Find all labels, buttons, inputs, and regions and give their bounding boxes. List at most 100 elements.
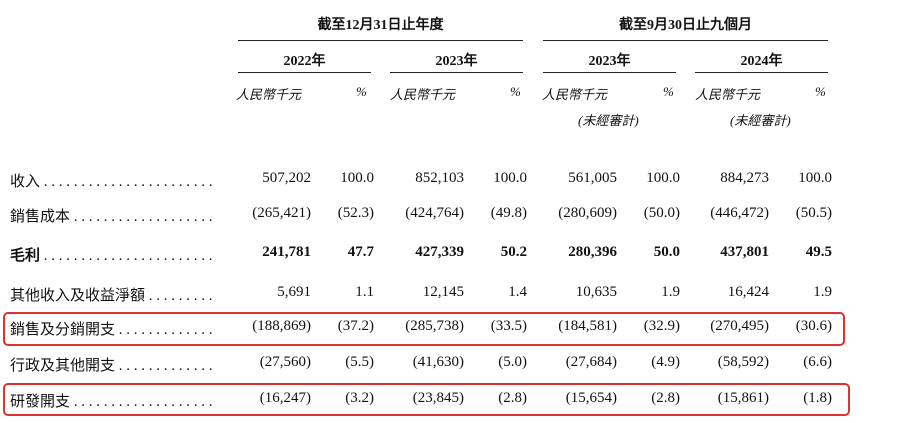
- cell-pct-2024-9m: 49.5: [805, 244, 832, 260]
- cell-pct-2023-fy: (5.0): [498, 354, 527, 370]
- year-rule-2: [390, 72, 523, 73]
- year-header-2023-fy: 2023年: [435, 54, 478, 69]
- cell-rmb-2022: (188,869): [252, 318, 311, 334]
- cell-rmb-2024-9m: (58,592): [717, 354, 769, 370]
- cell-rmb-2023-9m: (15,654): [565, 390, 617, 406]
- year-header-2024-9m: 2024年: [740, 54, 783, 69]
- cell-pct-2022: (5.5): [345, 354, 374, 370]
- row-label-text: 收入: [10, 174, 41, 190]
- cell-rmb-2023-9m: 561,005: [568, 170, 617, 186]
- cell-pct-2022: (3.2): [345, 390, 374, 406]
- row-label-text: 其他收入及收益淨額: [10, 288, 146, 304]
- cell-rmb-2023-9m: (184,581): [558, 318, 617, 334]
- cell-pct-2024-9m: 1.9: [813, 284, 832, 300]
- cell-pct-2023-fy: (33.5): [490, 318, 527, 334]
- cell-rmb-2024-9m: 437,801: [720, 244, 769, 260]
- cell-pct-2023-fy: (49.8): [490, 205, 527, 221]
- cell-pct-2024-9m: 100.0: [798, 170, 832, 186]
- leader-dots: . . . . . . . . . . . . . . . . . . . . …: [43, 174, 215, 190]
- leader-dots: . . . . . . . . . . . . . . . . . . . . …: [43, 248, 215, 264]
- cell-pct-2022: 47.7: [347, 244, 374, 260]
- cell-rmb-2024-9m: (15,861): [717, 390, 769, 406]
- cell-pct-2024-9m: (50.5): [795, 205, 832, 221]
- cell-pct-2023-9m: (32.9): [643, 318, 680, 334]
- unaudited-note-2024: (未經審計): [730, 113, 791, 128]
- cell-rmb-2023-fy: (41,630): [412, 354, 464, 370]
- row-label-text: 銷售成本: [10, 209, 71, 225]
- cell-pct-2024-9m: (30.6): [795, 318, 832, 334]
- row-label: 毛利 . . . . . . . . . . . . . . . . . . .…: [10, 244, 215, 265]
- unaudited-note-2023: (未經審計): [578, 113, 639, 128]
- cell-pct-2022: 1.1: [355, 284, 374, 300]
- cell-rmb-2024-9m: (446,472): [710, 205, 769, 221]
- cell-pct-2023-9m: (50.0): [643, 205, 680, 221]
- cell-rmb-2023-fy: (285,738): [405, 318, 464, 334]
- cell-pct-2022: (37.2): [337, 318, 374, 334]
- unit-pct-2: %: [510, 84, 521, 99]
- leader-dots: . . . . . . . . . . . . . . . . . . . . …: [73, 209, 215, 225]
- cell-rmb-2022: (27,560): [259, 354, 311, 370]
- cell-rmb-2024-9m: (270,495): [710, 318, 769, 334]
- cell-rmb-2023-fy: 12,145: [422, 284, 464, 300]
- cell-rmb-2023-fy: 852,103: [415, 170, 464, 186]
- year-rule-3: [543, 72, 676, 73]
- leader-dots: . . . . . . . . . . . . . . . . . . . . …: [73, 394, 215, 410]
- unit-rmb-2: 人民幣千元: [390, 87, 456, 102]
- cell-pct-2023-fy: (2.8): [498, 390, 527, 406]
- row-label: 收入 . . . . . . . . . . . . . . . . . . .…: [10, 170, 215, 191]
- highlight-selling-expenses: [3, 312, 845, 346]
- cell-pct-2023-9m: (4.9): [651, 354, 680, 370]
- cell-pct-2023-fy: 100.0: [493, 170, 527, 186]
- leader-dots: . . . . . . . . . . . . . . . . . . . . …: [118, 322, 215, 338]
- cell-pct-2024-9m: (1.8): [803, 390, 832, 406]
- leader-dots: . . . . . . . . . . . . . . . . . . . . …: [118, 358, 215, 374]
- unit-rmb-4: 人民幣千元: [695, 87, 761, 102]
- unit-pct-4: %: [815, 84, 826, 99]
- unit-pct-3: %: [663, 84, 674, 99]
- row-label-text: 毛利: [10, 248, 41, 264]
- group-rule-2: [543, 40, 828, 41]
- period-header-full-year: 截至12月31日止年度: [317, 18, 444, 33]
- cell-rmb-2022: (16,247): [259, 390, 311, 406]
- cell-rmb-2023-9m: 280,396: [568, 244, 617, 260]
- year-rule-1: [238, 72, 371, 73]
- unit-rmb-1: 人民幣千元: [236, 87, 302, 102]
- cell-pct-2023-fy: 1.4: [508, 284, 527, 300]
- cell-rmb-2023-fy: (23,845): [412, 390, 464, 406]
- cell-pct-2024-9m: (6.6): [803, 354, 832, 370]
- cell-pct-2023-9m: 1.9: [661, 284, 680, 300]
- leader-dots: . . . . . . . . . . . . . . . . . . . . …: [148, 288, 215, 304]
- year-header-2022: 2022年: [283, 54, 326, 69]
- year-rule-4: [695, 72, 828, 73]
- cell-rmb-2024-9m: 884,273: [720, 170, 769, 186]
- cell-rmb-2022: 5,691: [277, 284, 311, 300]
- cell-rmb-2023-9m: (280,609): [558, 205, 617, 221]
- row-label: 銷售及分銷開支 . . . . . . . . . . . . . . . . …: [10, 318, 215, 339]
- cell-pct-2023-fy: 50.2: [500, 244, 527, 260]
- period-header-nine-months: 截至9月30日止九個月: [619, 18, 752, 33]
- year-header-2023-9m: 2023年: [588, 54, 631, 69]
- unit-rmb-3: 人民幣千元: [542, 87, 608, 102]
- cell-pct-2022: 100.0: [340, 170, 374, 186]
- cell-rmb-2022: 507,202: [262, 170, 311, 186]
- highlight-rd-expenses: [3, 383, 850, 416]
- row-label: 其他收入及收益淨額 . . . . . . . . . . . . . . . …: [10, 284, 215, 305]
- cell-rmb-2023-9m: (27,684): [565, 354, 617, 370]
- cell-pct-2022: (52.3): [337, 205, 374, 221]
- group-rule-1: [238, 40, 523, 41]
- cell-pct-2023-9m: 50.0: [653, 244, 680, 260]
- cell-rmb-2022: (265,421): [252, 205, 311, 221]
- row-label: 行政及其他開支 . . . . . . . . . . . . . . . . …: [10, 354, 215, 375]
- cell-rmb-2023-fy: 427,339: [415, 244, 464, 260]
- row-label-text: 研發開支: [10, 394, 71, 410]
- cell-pct-2023-9m: (2.8): [651, 390, 680, 406]
- cell-rmb-2022: 241,781: [262, 244, 311, 260]
- row-label: 研發開支 . . . . . . . . . . . . . . . . . .…: [10, 390, 215, 411]
- row-label-text: 行政及其他開支: [10, 358, 116, 374]
- cell-pct-2023-9m: 100.0: [646, 170, 680, 186]
- row-label-text: 銷售及分銷開支: [10, 322, 116, 338]
- cell-rmb-2023-9m: 10,635: [575, 284, 617, 300]
- cell-rmb-2023-fy: (424,764): [405, 205, 464, 221]
- row-label: 銷售成本 . . . . . . . . . . . . . . . . . .…: [10, 205, 215, 226]
- cell-rmb-2024-9m: 16,424: [727, 284, 769, 300]
